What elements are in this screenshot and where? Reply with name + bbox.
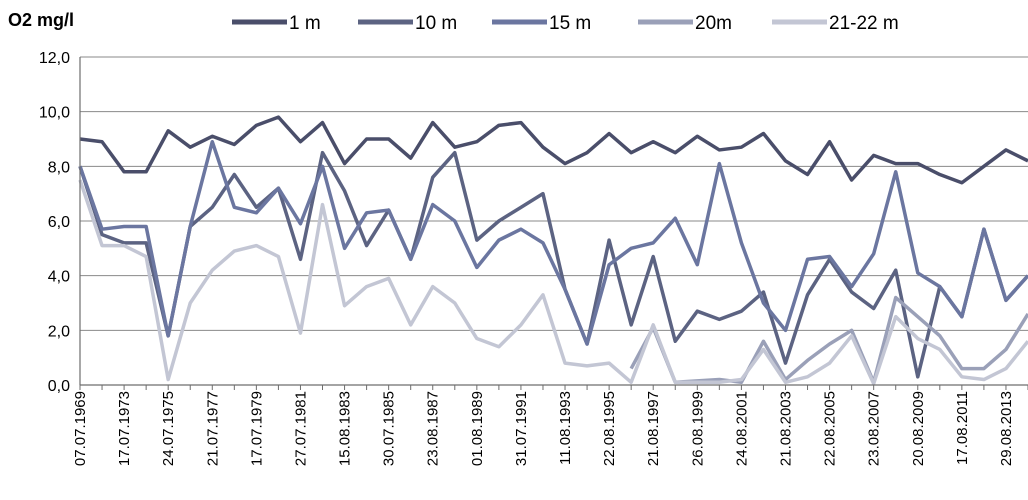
legend-label: 20m (695, 13, 732, 34)
legend-label: 1 m (289, 13, 321, 34)
legend: 1 m 10 m 15 m 20m 21-22 m (232, 13, 899, 34)
legend-label: 15 m (549, 13, 591, 34)
x-tick-label: 21.07.1977 (204, 391, 221, 466)
legend-label: 10 m (415, 13, 457, 34)
x-tick-label: 26.08.1999 (689, 391, 706, 466)
y-axis-ticks: 0,0 2,0 4,0 6,0 8,0 10,0 12,0 (39, 50, 70, 395)
gridlines (80, 56, 1028, 386)
y-tick-label: 8,0 (48, 159, 70, 176)
x-tick-label: 31.07.1991 (513, 391, 530, 466)
x-tick-label: 07.07.1969 (72, 391, 89, 466)
x-tick-label: 17.08.2011 (954, 391, 971, 465)
x-tick-label: 20.08.2009 (910, 391, 927, 466)
legend-label: 21-22 m (829, 13, 899, 34)
x-axis-ticks: 07.07.1969 17.07.1973 24.07.1975 21.07.1977… (72, 385, 1028, 466)
y-tick-label: 0,0 (48, 378, 70, 395)
series-lines (78, 115, 1028, 386)
y-tick-label: 10,0 (39, 105, 70, 122)
x-tick-label: 17.07.1979 (248, 391, 265, 466)
x-tick-label: 21.08.1997 (645, 391, 662, 466)
y-tick-label: 12,0 (39, 50, 70, 67)
series-line (78, 179, 1028, 386)
x-tick-label: 24.08.2001 (733, 391, 750, 466)
series-line (78, 150, 1028, 379)
x-tick-label: 22.08.1995 (601, 391, 618, 466)
x-tick-label: 30.07.1985 (381, 391, 398, 466)
x-tick-label: 01.08.1989 (469, 391, 486, 466)
series-line (79, 115, 1028, 185)
x-tick-label: 24.07.1975 (160, 391, 177, 466)
x-tick-label: 11.08.1993 (557, 391, 574, 465)
x-tick-label: 21.08.2003 (777, 391, 794, 466)
x-tick-label: 29.08.2013 (998, 391, 1015, 466)
axes (79, 57, 1028, 386)
x-tick-label: 23.08.2007 (866, 391, 883, 466)
y-axis-title: O2 mg/l (8, 10, 74, 30)
y-tick-label: 2,0 (48, 323, 70, 340)
x-tick-label: 17.07.1973 (116, 391, 133, 466)
y-tick-label: 4,0 (48, 269, 70, 286)
x-tick-label: 23.08.1987 (425, 391, 442, 466)
series-line (629, 295, 1028, 385)
x-tick-label: 15.08.1983 (337, 391, 354, 466)
x-tick-label: 22.08.2005 (822, 391, 839, 466)
series-line (78, 139, 1028, 346)
y-tick-label: 6,0 (48, 214, 70, 231)
x-tick-label: 27.07.1981 (292, 391, 309, 466)
